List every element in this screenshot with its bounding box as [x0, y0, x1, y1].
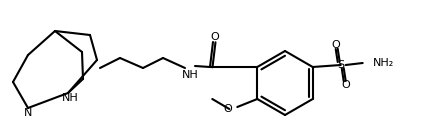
Text: NH: NH — [182, 70, 198, 80]
Text: S: S — [337, 60, 344, 70]
Text: NH₂: NH₂ — [373, 58, 394, 68]
Text: NH: NH — [62, 93, 79, 103]
Text: O: O — [223, 104, 232, 114]
Text: O: O — [331, 40, 340, 50]
Text: O: O — [210, 32, 219, 42]
Text: N: N — [24, 108, 32, 118]
Text: O: O — [341, 80, 350, 90]
